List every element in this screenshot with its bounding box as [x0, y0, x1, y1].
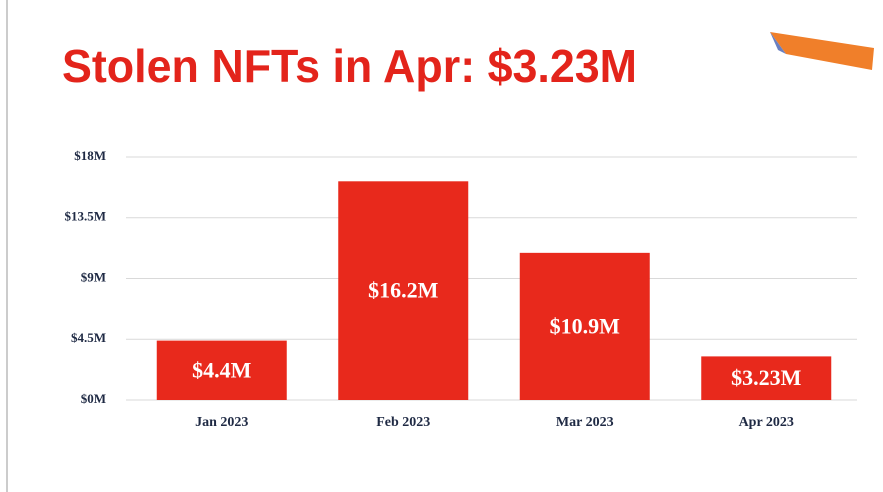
value-label: $4.4M: [192, 357, 252, 382]
value-label: $16.2M: [368, 278, 439, 303]
bar: [519, 252, 650, 400]
bar: [701, 356, 832, 400]
y-tick-label: $4.5M: [71, 330, 106, 345]
y-tick-label: $9M: [81, 269, 106, 284]
x-tick-label: Feb 2023: [376, 415, 430, 430]
bar: [156, 340, 287, 400]
x-tick-label: Mar 2023: [556, 415, 614, 430]
chart-title: Stolen NFTs in Apr: $3.23M: [62, 40, 637, 92]
decoration: [770, 32, 786, 54]
y-tick-label: $0M: [81, 391, 106, 406]
x-tick-label: Apr 2023: [739, 415, 794, 430]
decoration: [770, 32, 874, 70]
value-label: $3.23M: [731, 365, 802, 390]
value-label: $10.9M: [550, 313, 621, 338]
y-tick-label: $13.5M: [64, 209, 106, 224]
x-tick-label: Jan 2023: [195, 415, 248, 430]
y-tick-label: $18M: [74, 148, 106, 163]
bar: [338, 181, 469, 400]
